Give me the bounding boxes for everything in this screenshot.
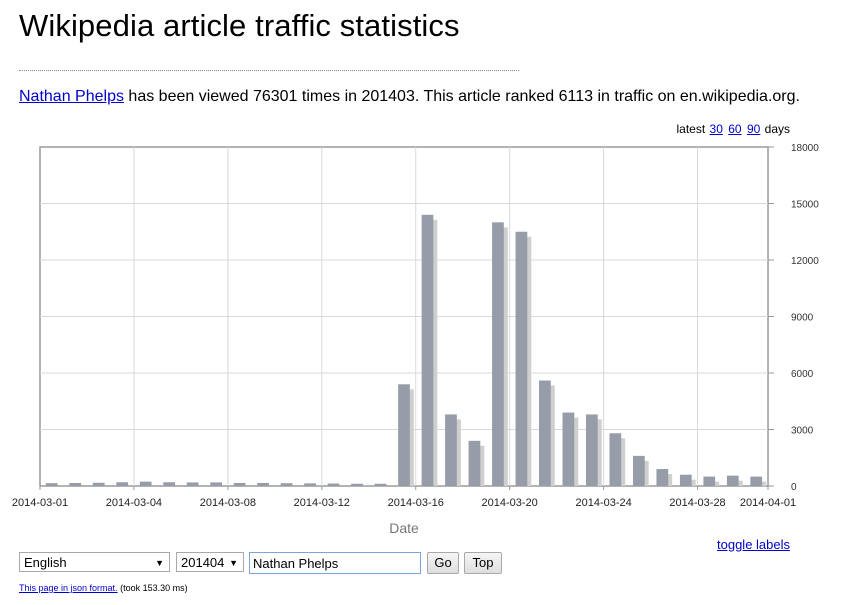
bar <box>562 412 575 486</box>
bar <box>539 380 551 486</box>
y-tick-label: 0 <box>791 482 797 493</box>
bar <box>351 483 363 486</box>
article-search-input[interactable] <box>249 552 421 574</box>
footer: This page in json format. (took 153.30 m… <box>19 583 188 593</box>
bar <box>515 231 528 486</box>
bar <box>586 414 598 486</box>
bar <box>233 482 246 486</box>
latest-30-link[interactable]: 30 <box>709 122 723 136</box>
timing-text: (took 153.30 ms) <box>120 583 188 593</box>
x-tick-label: 2014-04-01 <box>740 497 796 509</box>
page-title: Wikipedia article traffic statistics <box>19 8 460 43</box>
json-format-link[interactable]: This page in json format. <box>19 583 118 593</box>
bar <box>632 455 645 486</box>
bar <box>116 482 129 486</box>
bar <box>139 481 152 486</box>
y-tick-label: 9000 <box>791 313 814 324</box>
bar <box>468 440 481 486</box>
bar <box>280 483 293 486</box>
x-axis-title: Date <box>389 520 419 536</box>
y-tick-label: 6000 <box>791 369 814 380</box>
latest-60-link[interactable]: 60 <box>728 122 742 136</box>
bar <box>163 482 176 486</box>
bar <box>656 469 669 486</box>
y-tick-label: 12000 <box>791 256 819 267</box>
x-tick-label: 2014-03-01 <box>12 497 68 509</box>
latest-label: latest <box>676 122 706 136</box>
title-divider <box>19 70 519 71</box>
toggle-labels-link[interactable]: toggle labels <box>717 537 790 552</box>
x-tick-label: 2014-03-20 <box>482 497 538 509</box>
x-tick-label: 2014-03-16 <box>388 497 444 509</box>
month-select-value: 201404 <box>181 555 225 570</box>
bar <box>45 483 58 486</box>
bar <box>445 414 457 486</box>
bar <box>679 474 692 486</box>
latest-90-link[interactable]: 90 <box>746 122 761 136</box>
y-tick-label: 18000 <box>791 143 819 154</box>
bar <box>257 482 269 486</box>
traffic-chart: 0 3000 6000 9000 12000 15000 18000 2014-03-01 20… <box>12 143 819 536</box>
bar <box>609 433 622 486</box>
y-tick-label: 15000 <box>791 200 819 211</box>
bar <box>492 222 504 487</box>
x-tick-label: 2014-03-08 <box>200 497 256 509</box>
bar <box>92 482 105 486</box>
month-select[interactable]: 201404 ▼ <box>176 552 244 572</box>
bar <box>374 483 387 486</box>
article-link[interactable]: Nathan Phelps <box>19 88 124 105</box>
y-tick-label: 3000 <box>791 426 814 437</box>
chevron-down-icon: ▼ <box>229 558 238 568</box>
bar <box>726 475 739 486</box>
bar <box>421 214 434 487</box>
bar <box>186 482 199 486</box>
latest-days-selector: latest 30 60 90 days <box>677 122 791 136</box>
bar <box>304 483 316 486</box>
bar <box>750 476 763 486</box>
chevron-down-icon: ▼ <box>155 558 164 568</box>
bar <box>327 483 340 486</box>
bar <box>210 482 222 486</box>
bar <box>69 482 82 486</box>
summary-text: has been viewed 76301 times in 201403. T… <box>128 88 800 105</box>
x-tick-label: 2014-03-12 <box>294 497 350 509</box>
bar <box>398 384 410 486</box>
top-button[interactable]: Top <box>464 552 502 574</box>
days-label: days <box>764 122 790 136</box>
language-select[interactable]: English ▼ <box>19 552 170 572</box>
bar <box>703 476 716 486</box>
go-button[interactable]: Go <box>427 552 459 574</box>
language-select-value: English <box>24 555 67 570</box>
x-tick-label: 2014-03-24 <box>575 497 631 509</box>
x-tick-label: 2014-03-28 <box>669 497 725 509</box>
summary-line: Nathan Phelps has been viewed 76301 time… <box>19 88 800 106</box>
x-tick-label: 2014-03-04 <box>106 497 162 509</box>
